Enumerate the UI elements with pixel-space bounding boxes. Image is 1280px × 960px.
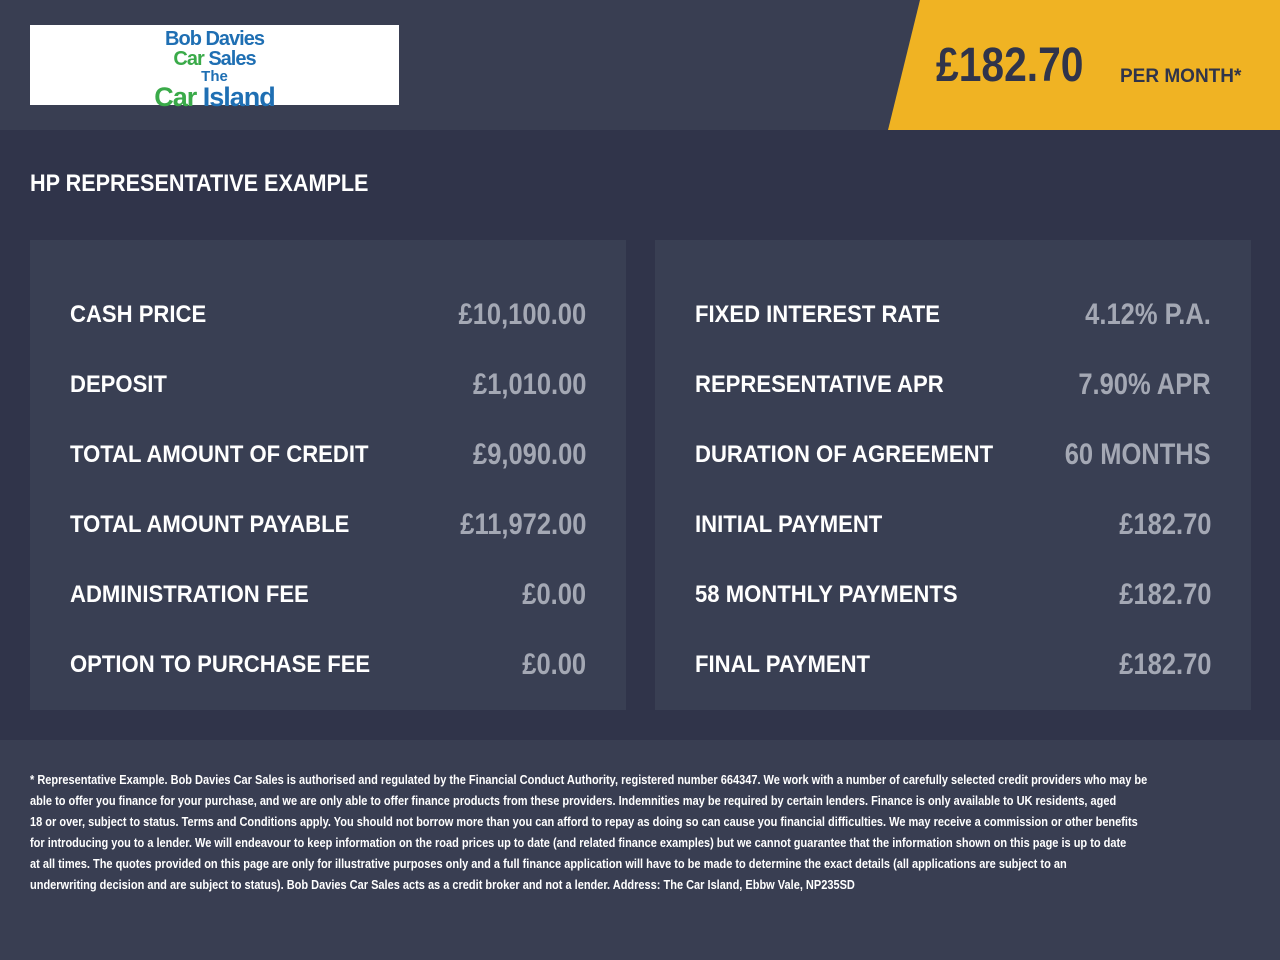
row-label: FINAL PAYMENT: [695, 651, 871, 678]
finance-row: OPTION TO PURCHASE FEE £0.00: [70, 630, 586, 700]
logo-sales: Sales: [208, 48, 256, 70]
disclaimer-line: at all times. The quotes provided on thi…: [30, 857, 1067, 871]
footer: * Representative Example. Bob Davies Car…: [0, 740, 1280, 960]
logo-car2: Car: [154, 82, 197, 112]
finance-row: DEPOSIT £1,010.00: [70, 350, 586, 420]
finance-row: FINAL PAYMENT £182.70: [695, 630, 1211, 700]
logo-line3: The: [201, 68, 228, 85]
disclaimer-line: for introducing you to a lender. We will…: [30, 836, 1127, 850]
row-label: TOTAL AMOUNT OF CREDIT: [70, 441, 369, 468]
per-month-label: PER MONTH*: [1120, 66, 1242, 87]
header: Bob Davies Car Sales The Car Island £182…: [0, 0, 1280, 130]
finance-panel-left: CASH PRICE £10,100.00 DEPOSIT £1,010.00 TOTA…: [30, 240, 626, 710]
monthly-price-banner: £182.70 PER MONTH*: [888, 0, 1280, 130]
disclaimer-line: able to offer you finance for your purch…: [30, 794, 1117, 808]
row-label: REPRESENTATIVE APR: [695, 371, 944, 398]
finance-row: TOTAL AMOUNT OF CREDIT £9,090.00: [70, 420, 586, 490]
logo-line1: Bob Davies: [165, 28, 265, 50]
finance-row: ADMINISTRATION FEE £0.00: [70, 560, 586, 630]
row-label: INITIAL PAYMENT: [695, 511, 883, 538]
finance-row: INITIAL PAYMENT £182.70: [695, 490, 1211, 560]
row-label: TOTAL AMOUNT PAYABLE: [70, 511, 350, 538]
disclaimer: * Representative Example. Bob Davies Car…: [30, 770, 1174, 896]
logo-island: Island: [202, 82, 276, 112]
logo-line2: Car Sales: [30, 49, 399, 69]
row-value: 4.12% P.A.: [1085, 298, 1211, 331]
section-title: HP REPRESENTATIVE EXAMPLE: [30, 170, 369, 197]
row-value: 60 MONTHS: [1065, 438, 1211, 471]
finance-row: TOTAL AMOUNT PAYABLE £11,972.00: [70, 490, 586, 560]
disclaimer-line: underwriting decision and are subject to…: [30, 878, 855, 892]
disclaimer-line: 18 or over, subject to status. Terms and…: [30, 815, 1138, 829]
finance-row: REPRESENTATIVE APR 7.90% APR: [695, 350, 1211, 420]
row-value: £0.00: [522, 648, 586, 681]
finance-row: DURATION OF AGREEMENT 60 MONTHS: [695, 420, 1211, 490]
row-label: ADMINISTRATION FEE: [70, 581, 309, 608]
row-value: £182.70: [1118, 508, 1211, 541]
row-value: £11,972.00: [459, 508, 586, 541]
row-label: CASH PRICE: [70, 301, 207, 328]
monthly-price: £182.70: [936, 39, 1084, 92]
row-label: DEPOSIT: [70, 371, 167, 398]
row-value: 7.90% APR: [1078, 368, 1211, 401]
finance-panel-right: FIXED INTEREST RATE 4.12% P.A. REPRESENTAT…: [655, 240, 1251, 710]
logo-line4: Car Island: [30, 84, 399, 111]
finance-row: CASH PRICE £10,100.00: [70, 280, 586, 350]
logo-car: Car: [173, 48, 204, 70]
finance-row: FIXED INTEREST RATE 4.12% P.A.: [695, 280, 1211, 350]
row-label: OPTION TO PURCHASE FEE: [70, 651, 371, 678]
row-value: £1,010.00: [472, 368, 586, 401]
finance-row: 58 MONTHLY PAYMENTS £182.70: [695, 560, 1211, 630]
row-value: £182.70: [1118, 648, 1211, 681]
row-label: 58 MONTHLY PAYMENTS: [695, 581, 958, 608]
row-label: FIXED INTEREST RATE: [695, 301, 940, 328]
row-value: £182.70: [1118, 578, 1211, 611]
row-value: £10,100.00: [458, 298, 586, 331]
row-value: £0.00: [522, 578, 586, 611]
logo: Bob Davies Car Sales The Car Island: [30, 25, 399, 111]
row-value: £9,090.00: [472, 438, 586, 471]
row-label: DURATION OF AGREEMENT: [695, 441, 994, 468]
disclaimer-line: * Representative Example. Bob Davies Car…: [30, 773, 1148, 787]
